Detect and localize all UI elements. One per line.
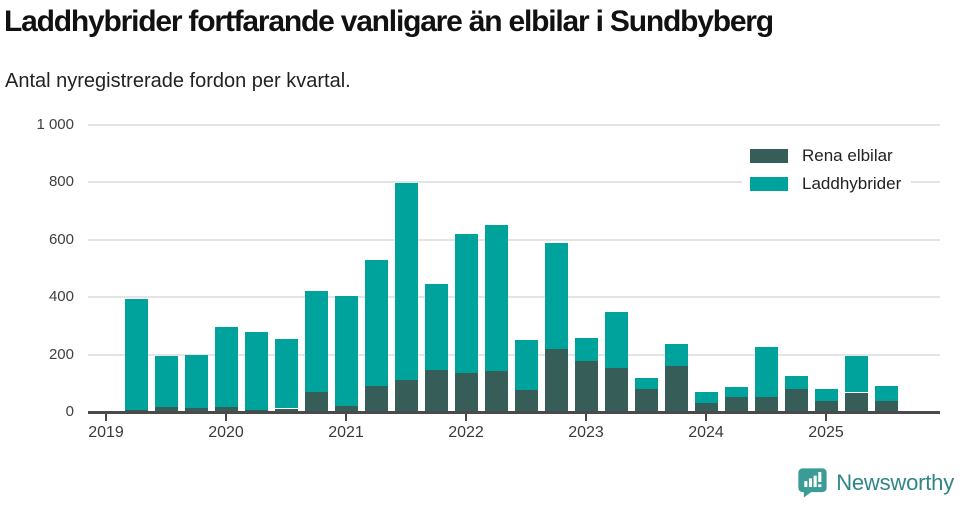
- y-tick-label: 600: [48, 230, 74, 248]
- bar-segment-laddhybrider: [874, 385, 898, 402]
- x-tick-label: 2022: [448, 424, 484, 441]
- bar-segment-laddhybrider: [394, 183, 418, 380]
- x-tick-label: 2021: [328, 424, 364, 441]
- bar-segment-rena-elbilar: [754, 397, 778, 412]
- bar-segment-laddhybrider: [214, 326, 238, 407]
- bar-segment-laddhybrider: [514, 339, 538, 390]
- x-tick-label: 2024: [688, 424, 724, 441]
- bar-segment-rena-elbilar: [814, 401, 838, 412]
- bar-segment-laddhybrider: [814, 389, 838, 402]
- y-tick-label: 400: [48, 288, 74, 306]
- bar-segment-rena-elbilar: [484, 371, 508, 412]
- bar-segment-rena-elbilar: [844, 392, 868, 412]
- gridline: [88, 124, 940, 126]
- y-tick-label: 1 000: [36, 116, 74, 133]
- x-axis-tick: [105, 414, 107, 421]
- bar-segment-laddhybrider: [724, 386, 748, 398]
- gridline: [88, 238, 940, 241]
- legend: Rena elbilar Laddhybrider: [742, 139, 912, 201]
- bar-segment-rena-elbilar: [694, 402, 718, 412]
- chart-title: Laddhybrider fortfarande vanligare än el…: [4, 5, 774, 38]
- bar-segment-rena-elbilar: [874, 401, 898, 412]
- plot-area: Rena elbilar Laddhybrider 2019 2020 2021 20…: [88, 124, 940, 441]
- bar-segment-laddhybrider: [274, 338, 298, 409]
- bar-segment-laddhybrider: [334, 295, 358, 407]
- x-axis-tick: [585, 414, 587, 421]
- bar-segment-rena-elbilar: [274, 408, 298, 412]
- bar-segment-laddhybrider: [154, 356, 178, 407]
- bar-segment-laddhybrider: [604, 312, 628, 369]
- y-tick-label: 800: [48, 173, 74, 191]
- legend-label: Rena elbilar: [802, 146, 893, 165]
- x-axis-tick: [825, 414, 827, 421]
- gridline: [88, 353, 940, 356]
- bar-segment-rena-elbilar: [244, 409, 268, 412]
- bar-segment-laddhybrider: [124, 298, 148, 410]
- bar-segment-rena-elbilar: [154, 406, 178, 412]
- bar-segment-laddhybrider: [634, 377, 658, 390]
- y-tick-label: 0: [65, 403, 74, 420]
- bar-segment-rena-elbilar: [334, 406, 358, 412]
- legend-swatch-laddhybrider: [750, 177, 788, 191]
- legend-item-laddhybrider: Laddhybrider: [750, 170, 901, 198]
- legend-label: Laddhybrider: [802, 174, 902, 193]
- x-axis-tick: [465, 414, 467, 421]
- newsworthy-bar-chart-bubble-icon: [798, 468, 827, 498]
- bar-segment-rena-elbilar: [424, 370, 448, 412]
- bar-segment-laddhybrider: [484, 224, 508, 371]
- x-axis-tick: [345, 414, 347, 421]
- bar-segment-rena-elbilar: [304, 391, 328, 412]
- legend-swatch-rena-elbilar: [750, 149, 788, 163]
- bar-segment-laddhybrider: [304, 290, 328, 392]
- bar-segment-rena-elbilar: [724, 397, 748, 412]
- bar-segment-rena-elbilar: [664, 366, 688, 412]
- bar-segment-laddhybrider: [364, 259, 388, 387]
- x-axis-line: [88, 411, 940, 414]
- bar-segment-laddhybrider: [694, 391, 718, 403]
- bar-segment-rena-elbilar: [184, 407, 208, 412]
- bar-segment-laddhybrider: [784, 375, 808, 390]
- bar-segment-rena-elbilar: [394, 379, 418, 412]
- x-tick-label: 2019: [88, 424, 124, 441]
- bar-segment-laddhybrider: [844, 355, 868, 393]
- bar-segment-laddhybrider: [574, 337, 598, 361]
- bar-segment-laddhybrider: [184, 354, 208, 408]
- bar-segment-rena-elbilar: [544, 348, 568, 412]
- bar-segment-laddhybrider: [754, 346, 778, 398]
- brand-name: Newsworthy: [836, 469, 954, 495]
- brand-footer: Newsworthy: [797, 467, 954, 498]
- bar-segment-laddhybrider: [664, 344, 688, 367]
- bar-segment-laddhybrider: [424, 283, 448, 371]
- x-tick-label: 2020: [208, 424, 244, 441]
- bar-segment-rena-elbilar: [574, 360, 598, 412]
- bar-segment-laddhybrider: [454, 233, 478, 374]
- gridline: [88, 296, 940, 299]
- bar-segment-rena-elbilar: [124, 409, 148, 412]
- bar-segment-laddhybrider: [544, 242, 568, 349]
- bar-segment-rena-elbilar: [454, 373, 478, 412]
- y-tick-label: 200: [48, 345, 74, 363]
- x-axis-tick: [705, 414, 707, 421]
- legend-item-rena-elbilar: Rena elbilar: [750, 142, 901, 170]
- bar-segment-rena-elbilar: [364, 386, 388, 412]
- bar-segment-rena-elbilar: [214, 406, 238, 412]
- bar-segment-rena-elbilar: [634, 389, 658, 412]
- bar-segment-rena-elbilar: [514, 389, 538, 412]
- x-tick-label: 2023: [568, 424, 604, 441]
- gridline: [88, 181, 940, 184]
- x-tick-label: 2025: [808, 424, 844, 441]
- bar-segment-laddhybrider: [244, 331, 268, 410]
- bar-segment-rena-elbilar: [604, 368, 628, 412]
- bar-segment-rena-elbilar: [784, 389, 808, 412]
- x-axis-tick: [225, 414, 227, 421]
- chart-subtitle: Antal nyregistrerade fordon per kvartal.: [5, 70, 351, 92]
